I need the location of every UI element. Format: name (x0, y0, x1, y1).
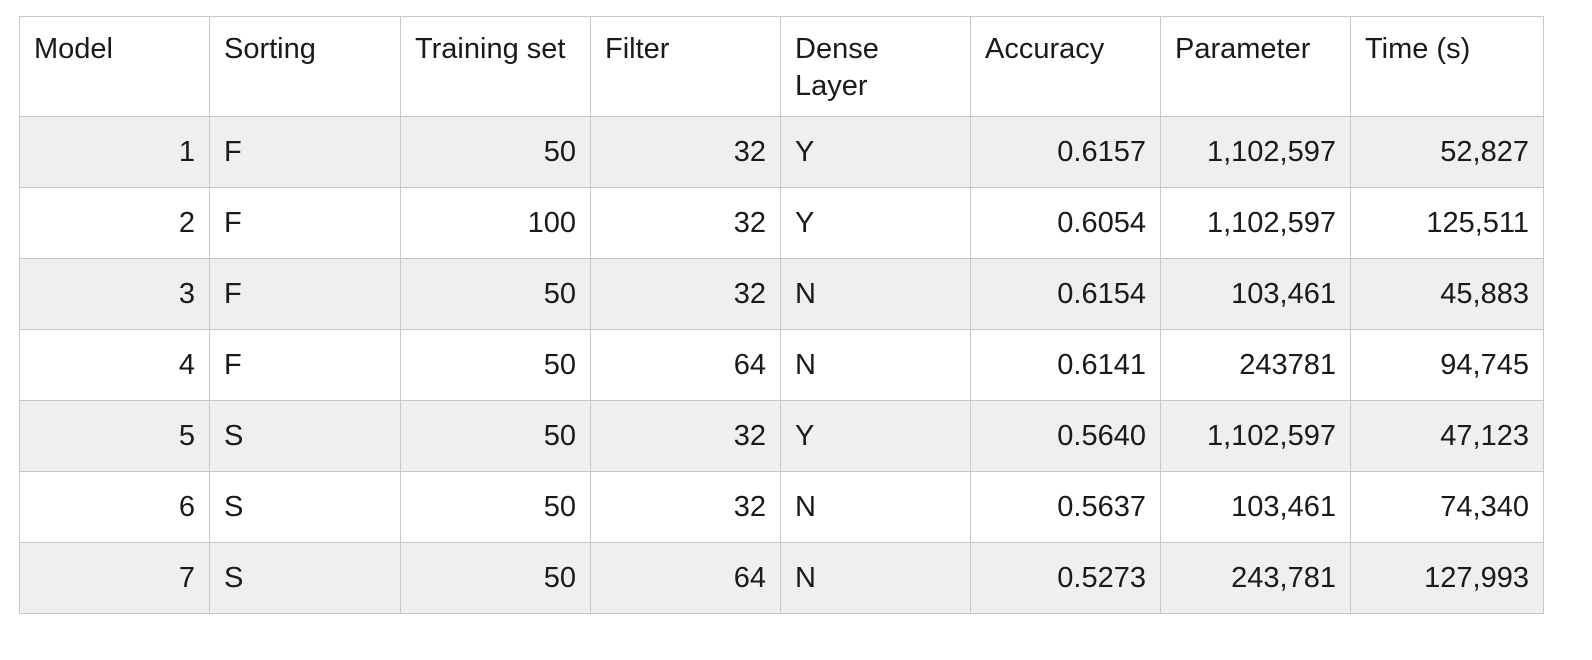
cell-dense-layer: Y (780, 116, 971, 188)
cell-training-set: 50 (400, 258, 591, 330)
cell-parameter: 103,461 (1160, 258, 1351, 330)
cell-filter: 64 (590, 329, 781, 401)
cell-dense-layer: Y (780, 400, 971, 472)
header-filter: Filter (590, 16, 781, 117)
cell-accuracy: 0.6157 (970, 116, 1161, 188)
header-model: Model (19, 16, 210, 117)
cell-dense-layer: N (780, 471, 971, 543)
cell-dense-layer: N (780, 258, 971, 330)
cell-training-set: 50 (400, 542, 591, 614)
cell-sorting: S (209, 471, 401, 543)
cell-accuracy: 0.6154 (970, 258, 1161, 330)
results-table: Model Sorting Training set Filter Dense … (19, 16, 1544, 614)
cell-training-set: 50 (400, 329, 591, 401)
cell-training-set: 50 (400, 400, 591, 472)
cell-time: 74,340 (1350, 471, 1544, 543)
cell-sorting: F (209, 258, 401, 330)
cell-model: 2 (19, 187, 210, 259)
table-row: 2 F 100 32 Y 0.6054 1,102,597 125,511 (19, 187, 1544, 259)
cell-dense-layer: Y (780, 187, 971, 259)
table-row: 3 F 50 32 N 0.6154 103,461 45,883 (19, 258, 1544, 330)
header-dense-layer: Dense Layer (780, 16, 971, 117)
cell-model: 6 (19, 471, 210, 543)
cell-sorting: F (209, 116, 401, 188)
cell-training-set: 50 (400, 471, 591, 543)
header-training-set: Training set (400, 16, 591, 117)
cell-time: 94,745 (1350, 329, 1544, 401)
cell-accuracy: 0.6054 (970, 187, 1161, 259)
cell-parameter: 243,781 (1160, 542, 1351, 614)
header-parameter: Parameter (1160, 16, 1351, 117)
cell-model: 1 (19, 116, 210, 188)
cell-parameter: 1,102,597 (1160, 400, 1351, 472)
header-accuracy: Accuracy (970, 16, 1161, 117)
cell-accuracy: 0.5273 (970, 542, 1161, 614)
table-row: 7 S 50 64 N 0.5273 243,781 127,993 (19, 542, 1544, 614)
cell-sorting: S (209, 542, 401, 614)
header-time: Time (s) (1350, 16, 1544, 117)
table-row: 4 F 50 64 N 0.6141 243781 94,745 (19, 329, 1544, 401)
header-row: Model Sorting Training set Filter Dense … (19, 16, 1544, 117)
cell-time: 52,827 (1350, 116, 1544, 188)
table-row: 1 F 50 32 Y 0.6157 1,102,597 52,827 (19, 116, 1544, 188)
cell-dense-layer: N (780, 329, 971, 401)
cell-parameter: 1,102,597 (1160, 187, 1351, 259)
cell-filter: 32 (590, 116, 781, 188)
cell-model: 3 (19, 258, 210, 330)
cell-dense-layer: N (780, 542, 971, 614)
cell-sorting: S (209, 400, 401, 472)
cell-parameter: 243781 (1160, 329, 1351, 401)
cell-sorting: F (209, 187, 401, 259)
cell-training-set: 50 (400, 116, 591, 188)
cell-model: 7 (19, 542, 210, 614)
cell-filter: 64 (590, 542, 781, 614)
table-row: 5 S 50 32 Y 0.5640 1,102,597 47,123 (19, 400, 1544, 472)
cell-time: 45,883 (1350, 258, 1544, 330)
cell-filter: 32 (590, 400, 781, 472)
cell-time: 47,123 (1350, 400, 1544, 472)
cell-training-set: 100 (400, 187, 591, 259)
table-row: 6 S 50 32 N 0.5637 103,461 74,340 (19, 471, 1544, 543)
cell-filter: 32 (590, 187, 781, 259)
cell-accuracy: 0.6141 (970, 329, 1161, 401)
cell-accuracy: 0.5637 (970, 471, 1161, 543)
cell-filter: 32 (590, 258, 781, 330)
cell-time: 127,993 (1350, 542, 1544, 614)
cell-time: 125,511 (1350, 187, 1544, 259)
cell-model: 4 (19, 329, 210, 401)
cell-filter: 32 (590, 471, 781, 543)
cell-parameter: 103,461 (1160, 471, 1351, 543)
cell-sorting: F (209, 329, 401, 401)
cell-parameter: 1,102,597 (1160, 116, 1351, 188)
header-sorting: Sorting (209, 16, 401, 117)
cell-model: 5 (19, 400, 210, 472)
cell-accuracy: 0.5640 (970, 400, 1161, 472)
